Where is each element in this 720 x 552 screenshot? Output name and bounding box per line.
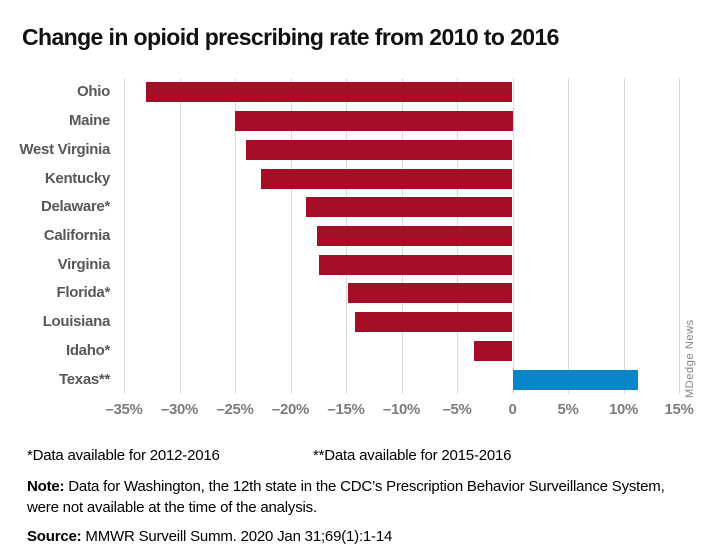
bar-ohio [146,82,513,102]
plot-area [124,78,680,394]
x-tick-label: 10% [608,401,639,418]
note-label: Note: [27,478,65,495]
state-label: Texas** [59,371,110,388]
state-label: Maine [68,112,110,129]
state-label: California [43,227,110,244]
gridline-15 [679,78,680,394]
source-label: Source: [27,528,82,545]
x-tick-label: –15% [327,401,365,418]
source-text: Source: MMWR Surveill Summ. 2020 Jan 31;… [27,528,687,545]
state-label: Delaware* [40,198,110,215]
note-text: Note: Data for Washington, the 12th stat… [27,476,687,518]
x-tick-label: 15% [664,401,694,418]
state-label: West Virginia [19,141,110,158]
gridline--30 [179,78,181,394]
y-axis-state-labels: Ohio Maine West Virginia Kentucky Delaware* C… [0,78,110,394]
x-tick-label: –35% [105,401,143,418]
bar-virginia [319,255,513,275]
state-label: Kentucky [44,170,110,187]
x-tick-label: –20% [271,401,310,418]
state-label: Virginia [57,256,111,273]
chart-title: Change in opioid prescribing rate from 2… [22,24,559,50]
source-body: MMWR Surveill Summ. 2020 Jan 31;69(1):1-… [81,528,393,545]
x-axis-tick-labels: –35% –30% –25% –20% –15% –10% –5% 0 5% 10% 15% [105,401,693,419]
note-body: Data for Washington, the 12th state in t… [27,478,665,516]
gridline--20 [290,78,292,394]
gridline--25 [235,78,236,394]
x-tick-label: –25% [216,401,254,418]
bar-california [317,226,513,246]
gridline-0 [512,78,514,394]
state-label: Florida* [56,284,111,301]
x-tick-label: 5% [557,401,579,418]
state-label: Ohio [77,83,110,100]
bar-louisiana [354,312,513,332]
state-label: Louisiana [42,313,111,330]
mdedge-news-watermark: MDedge News [684,319,696,398]
bar-west-virginia [246,140,513,160]
x-tick-label: –5% [442,401,472,418]
bar-florida [348,283,513,303]
gridline-5 [568,78,569,394]
gridline-10 [623,78,625,394]
bar-maine [235,111,513,131]
bar-idaho [473,341,513,361]
bar-delaware [306,197,513,217]
bar-texas [512,370,638,390]
footnote-asterisk: *Data available for 2012-2016 [27,447,220,464]
gridline--35 [124,78,125,394]
state-label: Idaho* [65,342,110,359]
x-tick-label: 0 [508,401,517,418]
x-tick-label: –10% [382,401,421,418]
footnote-double-asterisk: **Data available for 2015-2016 [313,447,512,464]
x-tick-label: –30% [160,401,199,418]
bar-kentucky [260,169,513,189]
